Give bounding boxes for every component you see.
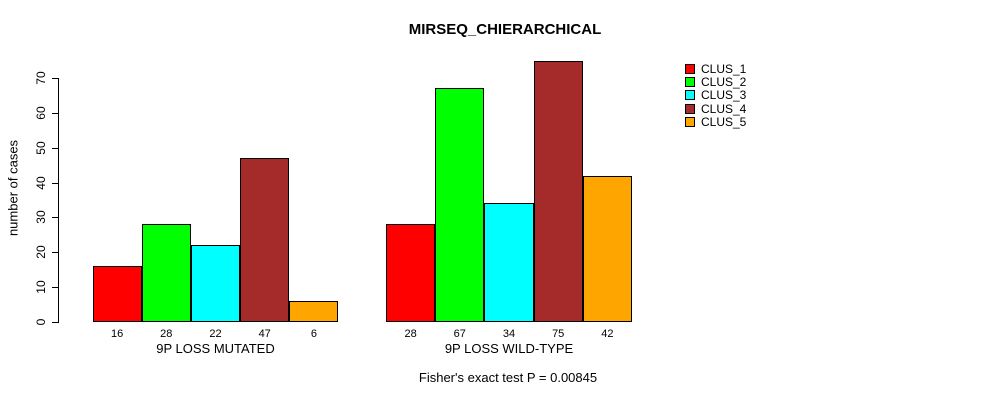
bar-clus_3-2 (484, 203, 534, 322)
y-tick-label: 60 (34, 106, 48, 120)
bar-clus_4-2 (533, 60, 583, 322)
legend-item-clus_3: CLUS_3 (685, 88, 747, 103)
legend-label: CLUS_5 (701, 114, 747, 129)
bar-clus_1-2 (386, 224, 436, 322)
legend-item-clus_1: CLUS_1 (685, 61, 747, 76)
legend-item-clus_5: CLUS_5 (685, 114, 747, 129)
group-label: 9P LOSS MUTATED (156, 341, 275, 356)
y-axis-label: number of cases (5, 139, 21, 237)
bar-value-label: 16 (110, 328, 124, 340)
legend-swatch-icon (685, 103, 695, 114)
y-tick-label: 70 (34, 71, 48, 85)
legend-swatch-icon (685, 63, 695, 74)
legend-item-clus_2: CLUS_2 (685, 74, 747, 89)
y-tick-label: 40 (34, 175, 48, 190)
group-label: 9P LOSS WILD-TYPE (444, 341, 574, 356)
bar-value-label: 34 (502, 328, 516, 340)
chart-title: MIRSEQ_CHIERARCHICAL (408, 21, 602, 38)
y-tick (52, 112, 58, 114)
bar-value-label: 22 (209, 328, 222, 340)
y-tick (52, 182, 58, 184)
legend-label: CLUS_3 (701, 88, 747, 103)
bar-clus_4-1 (240, 158, 290, 322)
y-tick (52, 287, 58, 289)
bar-clus_5-1 (289, 301, 339, 322)
y-tick-label: 20 (34, 245, 48, 259)
bar-clus_2-2 (435, 88, 485, 322)
bar-value-label: 28 (160, 328, 173, 340)
legend-label: CLUS_2 (701, 74, 747, 89)
bar-value-label: 6 (310, 328, 317, 340)
bar-value-label: 28 (404, 328, 417, 340)
bar-clus_1-1 (92, 266, 142, 322)
y-axis-line (58, 78, 59, 323)
y-tick-label: 10 (34, 280, 48, 294)
legend-swatch-icon (685, 90, 695, 101)
legend-label: CLUS_1 (701, 61, 747, 76)
legend-swatch-icon (685, 116, 695, 127)
legend-item-clus_4: CLUS_4 (685, 101, 747, 116)
y-tick (52, 147, 58, 149)
y-tick (52, 217, 58, 219)
bar-clus_3-1 (190, 245, 241, 322)
bar-value-label: 67 (453, 328, 466, 340)
bar-value-label: 75 (552, 328, 565, 340)
footer-annotation: Fisher's exact test P = 0.00845 (418, 370, 598, 385)
y-tick-label: 30 (34, 210, 48, 225)
y-tick-label: 0 (34, 318, 48, 326)
bar-value-label: 42 (601, 328, 614, 340)
y-tick (52, 78, 58, 79)
y-tick-label: 50 (34, 141, 48, 155)
y-tick (52, 322, 58, 323)
bar-value-label: 47 (258, 328, 271, 340)
legend-label: CLUS_4 (701, 101, 747, 116)
y-tick (52, 252, 58, 254)
bar-clus_5-2 (582, 175, 632, 322)
legend-swatch-icon (685, 76, 695, 87)
bar-clus_2-1 (141, 224, 191, 322)
